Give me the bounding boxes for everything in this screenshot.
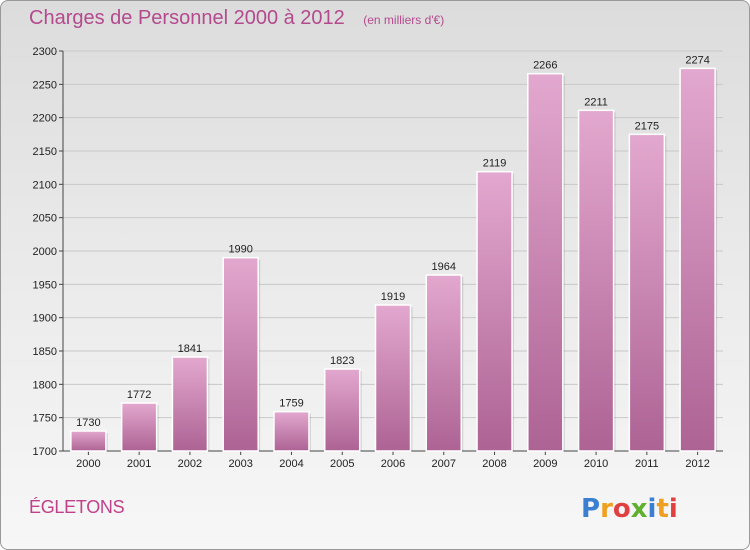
value-label: 1759 — [279, 398, 303, 410]
value-label: 2211 — [584, 96, 608, 108]
bar-2008 — [476, 170, 513, 452]
proxiti-logo[interactable]: Proxiti — [581, 489, 701, 529]
y-tick-label: 2050 — [33, 213, 57, 225]
y-tick-label: 2150 — [33, 146, 57, 158]
y-tick-label: 1950 — [33, 279, 57, 291]
bar-2007 — [425, 274, 463, 452]
bar-2003 — [222, 256, 259, 452]
chart-title: Charges de Personnel 2000 à 2012 — [29, 7, 345, 29]
bar-2009 — [527, 72, 564, 452]
y-tick-label: 1700 — [33, 446, 57, 458]
y-tick-label: 1800 — [33, 379, 57, 391]
x-tick-label: 2012 — [685, 458, 709, 470]
x-tick-label: 2000 — [76, 458, 100, 470]
x-tick-label: 2001 — [127, 458, 151, 470]
x-tick-label: 2004 — [279, 458, 303, 470]
value-label: 1841 — [178, 343, 202, 355]
x-tick-label: 2009 — [533, 458, 557, 470]
value-label: 2274 — [685, 54, 709, 66]
y-tick-label: 2300 — [33, 46, 57, 58]
bars — [70, 67, 718, 452]
bar-2006 — [374, 304, 412, 452]
value-label: 1919 — [381, 291, 405, 303]
x-tick-label: 2005 — [330, 458, 354, 470]
y-tick-label: 2250 — [33, 79, 57, 91]
value-label: 1964 — [432, 261, 456, 273]
y-tick-label: 2100 — [33, 179, 57, 191]
value-label: 1990 — [228, 244, 252, 256]
x-tick-label: 2003 — [228, 458, 252, 470]
bar-2004 — [273, 410, 310, 452]
y-tick-label: 2000 — [33, 246, 57, 258]
y-tick-label: 1900 — [33, 313, 57, 325]
value-label: 2266 — [533, 60, 557, 72]
y-tick-label: 1750 — [33, 413, 57, 425]
value-label: 1730 — [76, 417, 100, 429]
value-label: 1823 — [330, 355, 354, 367]
y-tick-label: 2200 — [33, 113, 57, 125]
svg-text:Proxiti: Proxiti — [581, 494, 678, 524]
bar-2005 — [323, 368, 361, 452]
x-tick-label: 2007 — [432, 458, 456, 470]
x-tick-label: 2006 — [381, 458, 405, 470]
value-label: 2119 — [483, 158, 507, 170]
y-tick-label: 1850 — [33, 346, 57, 358]
bar-2002 — [171, 356, 209, 452]
x-tick-label: 2008 — [482, 458, 506, 470]
labels: 1700 1750 1800 1850 1900 1950 2000 2050 2100 2150… — [33, 46, 710, 470]
bar-2010 — [577, 109, 615, 452]
bar-2011 — [628, 133, 666, 452]
title-row: Charges de Personnel 2000 à 2012 (en mil… — [29, 7, 444, 30]
x-tick-label: 2002 — [178, 458, 202, 470]
commune-name: ÉGLETONS — [29, 497, 125, 517]
chart-subtitle: (en milliers d'€) — [363, 13, 445, 27]
x-tick-label: 2010 — [584, 458, 608, 470]
x-tick-label: 2011 — [635, 458, 659, 470]
bar-2001 — [120, 402, 158, 452]
value-label: 1772 — [127, 389, 151, 401]
value-label: 2175 — [635, 120, 659, 132]
bar-2000 — [70, 430, 107, 452]
bar-2012 — [679, 67, 716, 452]
